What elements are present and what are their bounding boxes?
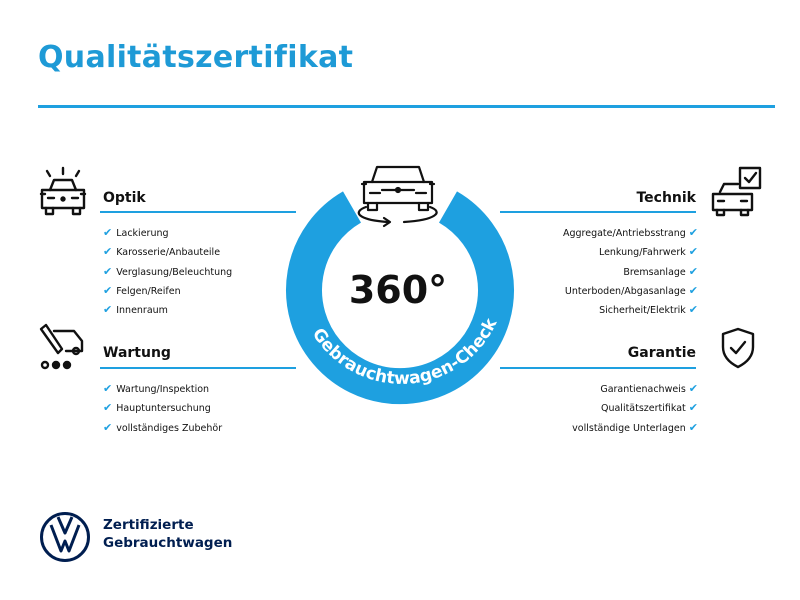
list-item: ✔ vollständiges Zubehör	[103, 418, 222, 437]
check-icon: ✔	[103, 401, 113, 415]
item-label: Karosserie/Anbauteile	[116, 247, 221, 259]
item-label: Unterboden/Abgasanlage	[564, 285, 686, 297]
check-icon: ✔	[688, 420, 698, 434]
section-title-optik: Optik	[103, 190, 146, 206]
list-item: Garantienachweis ✔	[572, 379, 698, 398]
list-item: ✔ Hauptuntersuchung	[103, 398, 222, 417]
ring-arc	[286, 191, 514, 405]
list-item: ✔ Karosserie/Anbauteile	[103, 242, 232, 261]
check-icon: ✔	[688, 226, 698, 239]
list-item: Aggregate/Antriebsstrang ✔	[563, 223, 698, 242]
item-label: Bremsanlage	[623, 266, 686, 278]
list-item: ✔ Lackierung	[103, 223, 232, 242]
garantie-list: Garantienachweis ✔ Qualitätszertifikat ✔ v…	[572, 379, 698, 437]
item-label: Wartung/Inspektion	[116, 384, 210, 395]
check-icon: ✔	[688, 283, 698, 297]
vw-logo	[40, 512, 90, 562]
item-label: Sicherheit/Elektrik	[599, 305, 686, 317]
car-lights-icon	[39, 166, 87, 216]
check-icon: ✔	[103, 303, 113, 317]
list-item: Unterboden/Abgasanlage ✔	[563, 281, 698, 300]
list-item: ✔ Innenraum	[103, 300, 232, 319]
item-label: Hauptuntersuchung	[116, 403, 211, 415]
check-icon: ✔	[688, 264, 698, 278]
item-label: Felgen/Reifen	[116, 285, 181, 297]
check-icon: ✔	[103, 283, 113, 297]
title-divider	[38, 105, 775, 108]
page-title: Qualitätszertifikat	[38, 40, 354, 75]
check-icon: ✔	[103, 264, 113, 278]
check-icon: ✔	[103, 420, 113, 434]
check-icon: ✔	[688, 382, 698, 395]
degrees-label: 360°	[349, 268, 447, 312]
item-label: Verglasung/Beleuchtung	[116, 266, 233, 278]
rotating-car-icon	[357, 165, 438, 228]
check-icon: ✔	[688, 245, 698, 259]
section-divider	[100, 211, 296, 213]
item-label: vollständiges Zubehör	[116, 422, 223, 434]
car-checklist-icon	[711, 166, 762, 217]
optik-list: ✔ Lackierung ✔ Karosserie/Anbauteile ✔ Verg…	[103, 223, 232, 319]
item-label: Aggregate/Antriebsstrang	[562, 228, 686, 239]
brand-text: Zertifizierte Gebrauchtwagen	[103, 516, 232, 552]
section-divider	[100, 367, 296, 369]
list-item: ✔ Verglasung/Beleuchtung	[103, 262, 232, 281]
item-label: Garantienachweis	[600, 384, 686, 395]
wartung-list: ✔ Wartung/Inspektion ✔ Hauptuntersuchung ✔…	[103, 379, 222, 437]
list-item: ✔ Wartung/Inspektion	[103, 379, 222, 398]
item-label: Innenraum	[116, 305, 168, 317]
item-label: vollständige Unterlagen	[572, 422, 686, 434]
list-item: Lenkung/Fahrwerk ✔	[563, 242, 698, 261]
service-tools-icon	[39, 323, 84, 370]
check-icon: ✔	[688, 303, 698, 317]
list-item: Bremsanlage ✔	[563, 262, 698, 281]
list-item: vollständige Unterlagen ✔	[572, 418, 698, 437]
section-title-wartung: Wartung	[103, 345, 171, 361]
list-item: Qualitätszertifikat ✔	[572, 398, 698, 417]
section-title-garantie: Garantie	[627, 345, 696, 361]
item-label: Lackierung	[116, 228, 169, 239]
item-label: Qualitätszertifikat	[600, 403, 686, 415]
brand-line-2: Gebrauchtwagen	[103, 535, 233, 551]
check-icon: ✔	[103, 382, 113, 395]
section-divider	[500, 211, 696, 213]
check-icon: ✔	[103, 245, 113, 259]
section-divider	[500, 367, 696, 369]
item-label: Lenkung/Fahrwerk	[598, 247, 686, 259]
list-item: ✔ Felgen/Reifen	[103, 281, 232, 300]
check-icon: ✔	[688, 401, 698, 415]
brand-line-1: Zertifizierte	[103, 517, 194, 533]
technik-list: Aggregate/Antriebsstrang ✔ Lenkung/Fahrwe…	[563, 223, 698, 319]
shield-check-icon	[721, 327, 755, 369]
check-icon: ✔	[103, 226, 113, 239]
list-item: Sicherheit/Elektrik ✔	[563, 300, 698, 319]
section-title-technik: Technik	[636, 190, 696, 206]
